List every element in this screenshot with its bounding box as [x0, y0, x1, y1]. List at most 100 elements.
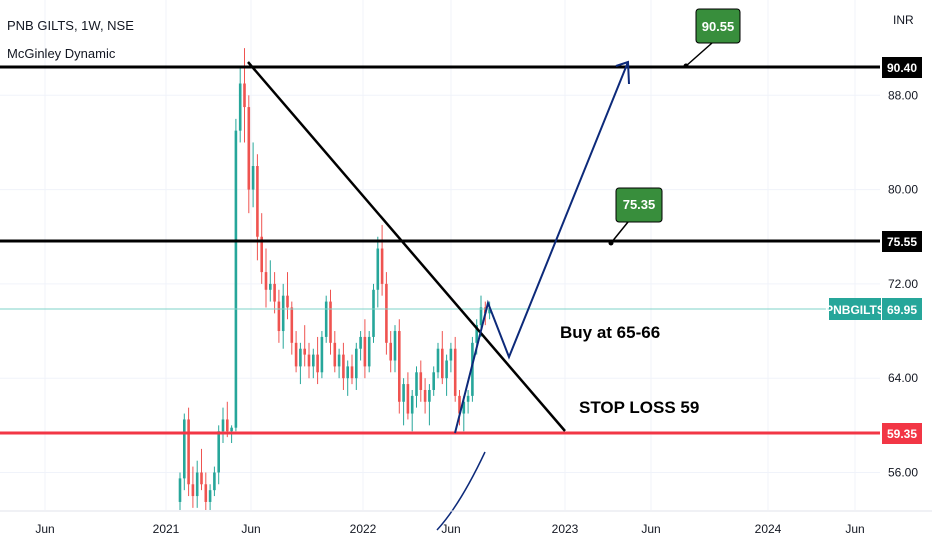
x-tick-label: 2021	[153, 522, 180, 536]
candle-down	[191, 484, 195, 497]
candle-up	[471, 342, 474, 396]
y-tick-label: 80.00	[888, 183, 918, 197]
price-tag-mid-label: 75.55	[887, 235, 917, 249]
x-tick-label: Jun	[641, 522, 660, 536]
candle-up	[208, 490, 212, 502]
descending-trendline[interactable]	[247, 61, 566, 432]
candle-down	[303, 348, 306, 355]
candle-down	[385, 283, 388, 343]
candle-up	[488, 308, 491, 314]
candle-down	[406, 384, 410, 414]
y-tick-label: 56.00	[888, 465, 918, 479]
grid	[0, 0, 880, 510]
candle-up	[238, 83, 242, 131]
candle-up	[234, 130, 238, 428]
candle-up	[213, 472, 216, 491]
candle-down	[350, 366, 354, 379]
candle-up	[269, 283, 272, 290]
candle-down	[294, 342, 298, 367]
y-tick-label: 64.00	[888, 371, 918, 385]
candle-down	[423, 389, 427, 402]
x-tick-label: Jun	[241, 522, 260, 536]
candle-up	[355, 348, 358, 379]
candle-down	[243, 83, 246, 108]
x-tick-label: Jun	[441, 522, 460, 536]
candle-up	[436, 348, 440, 373]
callout-mid-label: 75.35	[623, 197, 656, 212]
callout-high[interactable]: 90.55	[683, 8, 741, 69]
candle-up	[281, 295, 285, 332]
candle-up	[359, 336, 362, 349]
candle-down	[264, 272, 268, 290]
x-tick-label: Jun	[35, 522, 54, 536]
candle-up	[346, 366, 349, 379]
candle-up	[217, 431, 220, 473]
candle-down	[419, 372, 423, 390]
x-tick-label: Jun	[845, 522, 864, 536]
candle-up	[449, 348, 453, 361]
ticker-tag-label: PNBGILTS	[825, 303, 885, 317]
candle-up	[183, 419, 186, 479]
price-tag-top-label: 90.40	[887, 61, 917, 75]
candle-up	[479, 307, 483, 326]
candle-up	[445, 360, 448, 379]
y-axis-ticks: 88.00 80.00 72.00 64.00 56.00	[888, 88, 918, 479]
callout-high-label: 90.55	[702, 19, 735, 34]
candle-down	[453, 348, 457, 396]
candle-down	[316, 354, 319, 373]
buy-annotation: Buy at 65-66	[560, 323, 660, 342]
candle-up	[251, 166, 255, 190]
candle-down	[277, 301, 281, 332]
candle-down	[441, 348, 444, 379]
candle-up	[402, 384, 405, 402]
candle-up	[466, 395, 470, 402]
x-tick-label: 2022	[350, 522, 377, 536]
price-tag-top: 90.40	[882, 57, 922, 78]
candle-up	[376, 248, 380, 290]
candle-up	[415, 372, 418, 396]
candle-down	[458, 395, 461, 414]
candle-down	[389, 342, 392, 361]
candle-up	[475, 325, 478, 343]
candles	[178, 48, 491, 510]
stoploss-annotation: STOP LOSS 59	[579, 398, 699, 417]
candle-down	[342, 354, 345, 379]
candle-down	[363, 336, 367, 367]
y-tick-label: 72.00	[888, 277, 918, 291]
candle-down	[273, 283, 276, 302]
candle-up	[299, 348, 302, 367]
candle-up	[372, 289, 375, 337]
candle-down	[247, 107, 251, 190]
candle-up	[428, 389, 431, 402]
x-tick-label: 2023	[552, 522, 579, 536]
candle-down	[333, 342, 337, 367]
candle-down	[286, 295, 289, 308]
candle-up	[462, 401, 466, 414]
candle-up	[432, 372, 435, 390]
candle-up	[393, 331, 397, 361]
candle-up	[337, 354, 341, 367]
y-tick-label: 88.00	[888, 88, 918, 102]
callout-mid[interactable]: 75.35	[608, 187, 663, 246]
candle-down	[290, 307, 294, 343]
candle-up	[230, 427, 233, 432]
last-price-tag-label: 69.95	[887, 303, 917, 317]
candle-down	[256, 166, 259, 237]
candle-down	[307, 354, 311, 367]
candle-down	[380, 248, 384, 284]
x-tick-label: 2024	[755, 522, 782, 536]
curve-drawing[interactable]	[436, 451, 486, 531]
projection-path[interactable]	[454, 61, 629, 434]
candle-down	[187, 419, 190, 485]
price-tag-mid: 75.55	[882, 231, 922, 252]
candle-up	[195, 472, 199, 497]
price-tag-last: PNBGILTS 69.95	[825, 298, 922, 320]
indicator-name: McGinley Dynamic	[7, 46, 116, 61]
candle-down	[398, 331, 401, 402]
candle-up	[221, 419, 225, 432]
chart-title: PNB GILTS, 1W, NSE	[7, 18, 134, 33]
projection-arrowhead	[615, 60, 630, 85]
candle-up	[324, 301, 328, 337]
